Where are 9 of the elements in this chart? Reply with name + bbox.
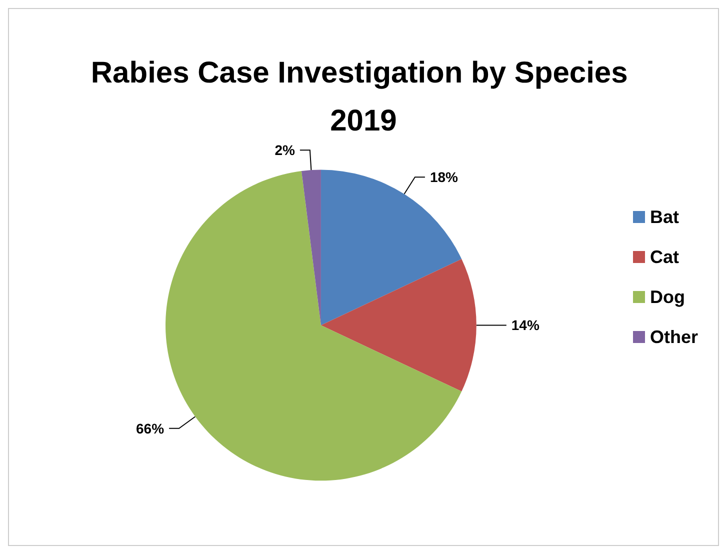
- legend-label: Cat: [650, 247, 680, 267]
- data-label: 14%: [511, 317, 540, 334]
- chart-title: Rabies Case Investigation by Species 2019: [90, 56, 636, 138]
- data-label: 18%: [430, 169, 459, 186]
- data-label: 66%: [136, 420, 165, 436]
- legend-label: Bat: [650, 207, 680, 227]
- legend-label: Other: [650, 327, 698, 347]
- legend-label: Dog: [650, 287, 685, 307]
- data-label: 2%: [274, 142, 296, 158]
